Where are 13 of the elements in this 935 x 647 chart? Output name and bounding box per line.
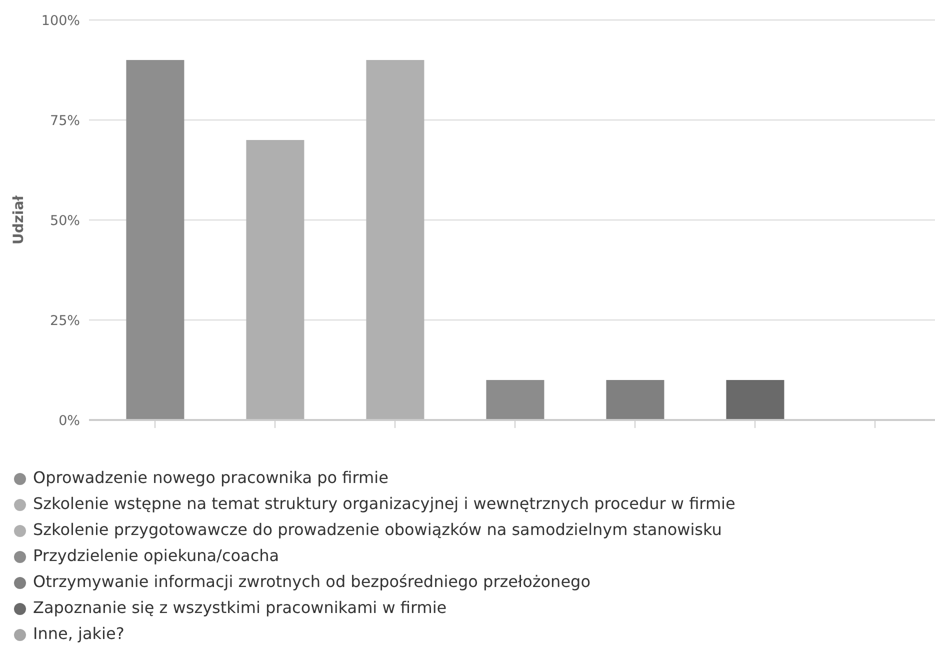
legend-label: Oprowadzenie nowego pracownika po firmie	[33, 468, 388, 487]
legend-label: Szkolenie wstępne na temat struktury organizacyjnej i wewnętrznych procedur w firmie	[33, 494, 736, 513]
legend-label: Otrzymywanie informacji zwrotnych od bezpośredniego przełożonego	[33, 572, 590, 591]
y-tick-label: 25%	[50, 312, 80, 329]
y-tick-label: 50%	[50, 212, 80, 229]
legend-label: Szkolenie przygotowawcze do prowadzenie obowiązków na samodzielnym stanowisku	[33, 520, 722, 539]
y-tick-label: 0%	[58, 412, 80, 429]
y-tick-label: 75%	[50, 112, 80, 129]
y-tick-label: 100%	[41, 12, 80, 29]
y-axis-title: Udział	[10, 194, 27, 244]
legend-label: Przydzielenie opiekuna/coacha	[33, 546, 280, 565]
legend-label: Inne, jakie?	[33, 624, 124, 643]
legend-label: Zapoznanie się z wszystkimi pracownikami w firmie	[33, 598, 447, 617]
